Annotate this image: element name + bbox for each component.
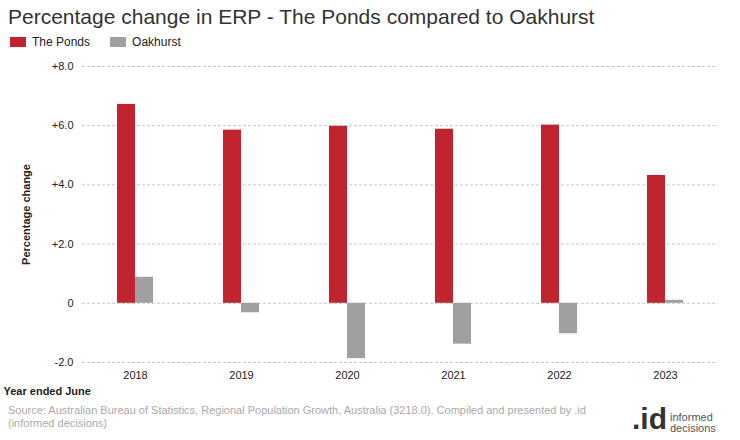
svg-text:-2.0: -2.0 (55, 356, 74, 368)
html-text:informed decisions: informed decisions (670, 411, 716, 434)
html-text:Source: Australian Bureau of S: Source: Australian Bureau of Statistics,… (8, 404, 586, 429)
svg-text:2020: 2020 (335, 369, 359, 381)
svg-text:2021: 2021 (441, 369, 465, 381)
svg-text:Percentage change: Percentage change (20, 164, 32, 265)
svg-text:0: 0 (67, 297, 73, 309)
svg-text:2018: 2018 (123, 369, 147, 381)
svg-text:+8.0: +8.0 (52, 60, 74, 72)
html-text:.id: .id (632, 402, 667, 435)
svg-text:+4.0: +4.0 (52, 178, 74, 190)
html-text:Percentage change in ERP - The: Percentage change in ERP - The Ponds com… (8, 5, 595, 28)
html-text:Oakhurst: Oakhurst (132, 35, 181, 49)
svg-text:Year ended June: Year ended June (4, 385, 91, 397)
svg-text:+6.0: +6.0 (52, 119, 74, 131)
svg-text:2022: 2022 (547, 369, 571, 381)
svg-text:2023: 2023 (653, 369, 677, 381)
svg-text:2019: 2019 (229, 369, 253, 381)
html-text:The Ponds: The Ponds (32, 35, 90, 49)
svg-text:+2.0: +2.0 (52, 238, 74, 250)
